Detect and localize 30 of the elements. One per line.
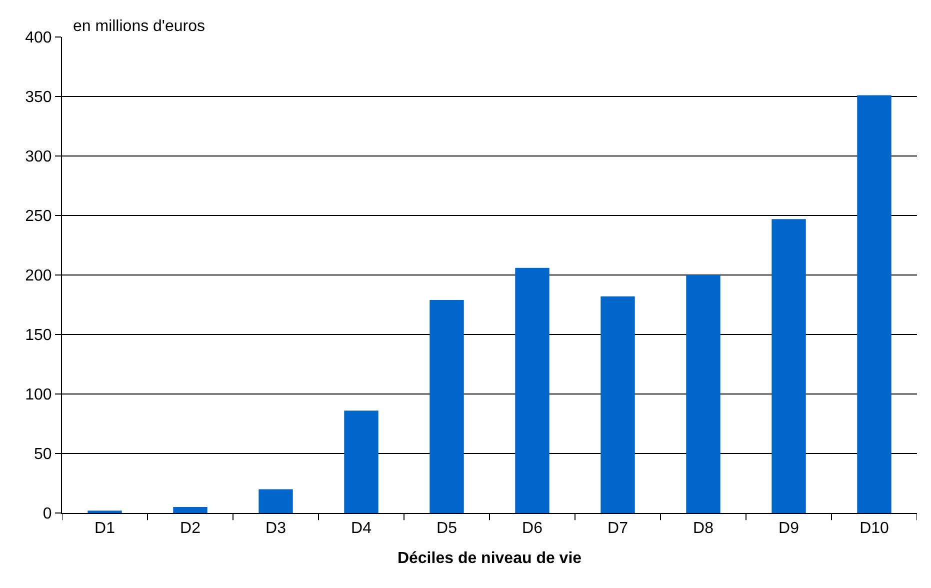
text: en millions d'euros [73,18,206,35]
x-tick-label: D1 [94,520,116,538]
y-tick-label: 350 [25,89,52,106]
bar [515,268,550,513]
bar [173,507,208,513]
x-tick-label: D5 [436,520,458,538]
x-tick-label: D3 [266,520,286,538]
x-tick-label: D2 [180,520,201,538]
x-tick-label: D7 [608,520,628,538]
bar [857,95,892,513]
y-tick-label: 50 [34,446,52,464]
bar [430,300,464,513]
y-tick-label: 300 [25,148,52,166]
x-axis-title: Déciles de niveau de vie [397,550,582,567]
y-tick-label: 400 [25,30,52,47]
x-tick-label: D8 [693,520,714,538]
x-tick-label: D9 [778,520,800,538]
x-tick-label: D10 [860,520,890,538]
y-tick-label: 200 [25,268,52,285]
bar [772,219,806,513]
bar [600,296,635,513]
y-tick-label: 100 [25,386,52,404]
y-tick-label: 250 [25,208,52,226]
x-tick-label: D6 [522,520,543,538]
bar [344,410,378,513]
bar [258,489,293,513]
x-tick-label: D4 [351,520,372,538]
bar [686,275,720,513]
y-tick-label: 0 [42,506,52,523]
y-tick-label: 150 [25,327,52,344]
